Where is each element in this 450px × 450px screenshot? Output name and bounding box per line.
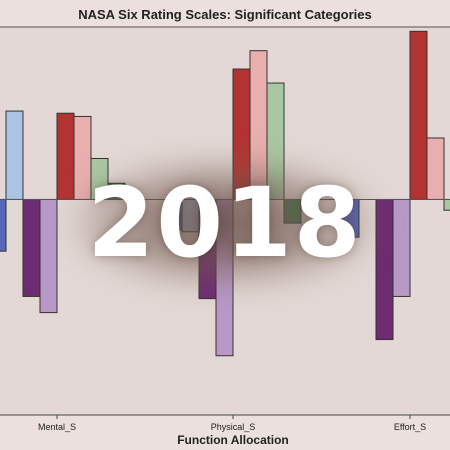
chart-title: NASA Six Rating Scales: Significant Cate… — [78, 7, 372, 22]
bar-effort-s-s7 — [443, 198, 450, 211]
bar-physical-s-s5 — [232, 68, 251, 200]
bar-physical-s-s7 — [266, 82, 285, 200]
x-axis-title: Function Allocation — [177, 433, 289, 447]
bar-physical-s-s2 — [181, 198, 200, 233]
bar-effort-s-s5 — [409, 30, 428, 200]
x-tick-label-physical-s: Physical_S — [211, 422, 256, 432]
bar-physical-s-s8 — [283, 198, 302, 224]
bar-physical-s-s6 — [249, 50, 268, 200]
bar-effort-s-s4 — [392, 198, 411, 297]
bar-mental-s-s4 — [39, 198, 58, 314]
x-tick-label-effort-s: Effort_S — [394, 422, 426, 432]
bar-mental-s-s5 — [56, 112, 75, 200]
bar-physical-s-s4 — [215, 198, 234, 357]
bar-mental-s-s2 — [5, 110, 24, 200]
x-tick-label-mental-s: Mental_S — [38, 422, 76, 432]
bar-mental-s-s7 — [90, 157, 109, 200]
bar-physical-s-s3 — [198, 198, 217, 300]
x-ticks-group: Mental_S Physical_S Effort_S — [38, 415, 426, 432]
bar-physical-s-s1 — [164, 198, 183, 231]
bar-mental-s-s3 — [22, 198, 41, 297]
bar-effort-s-s1 — [341, 198, 360, 238]
bar-mental-s-s1 — [0, 198, 7, 252]
bar-mental-s-s8 — [107, 182, 126, 200]
bar-effort-s-s3 — [375, 198, 394, 341]
bar-effort-s-s6 — [426, 137, 445, 200]
bar-mental-s-s6 — [73, 115, 92, 200]
